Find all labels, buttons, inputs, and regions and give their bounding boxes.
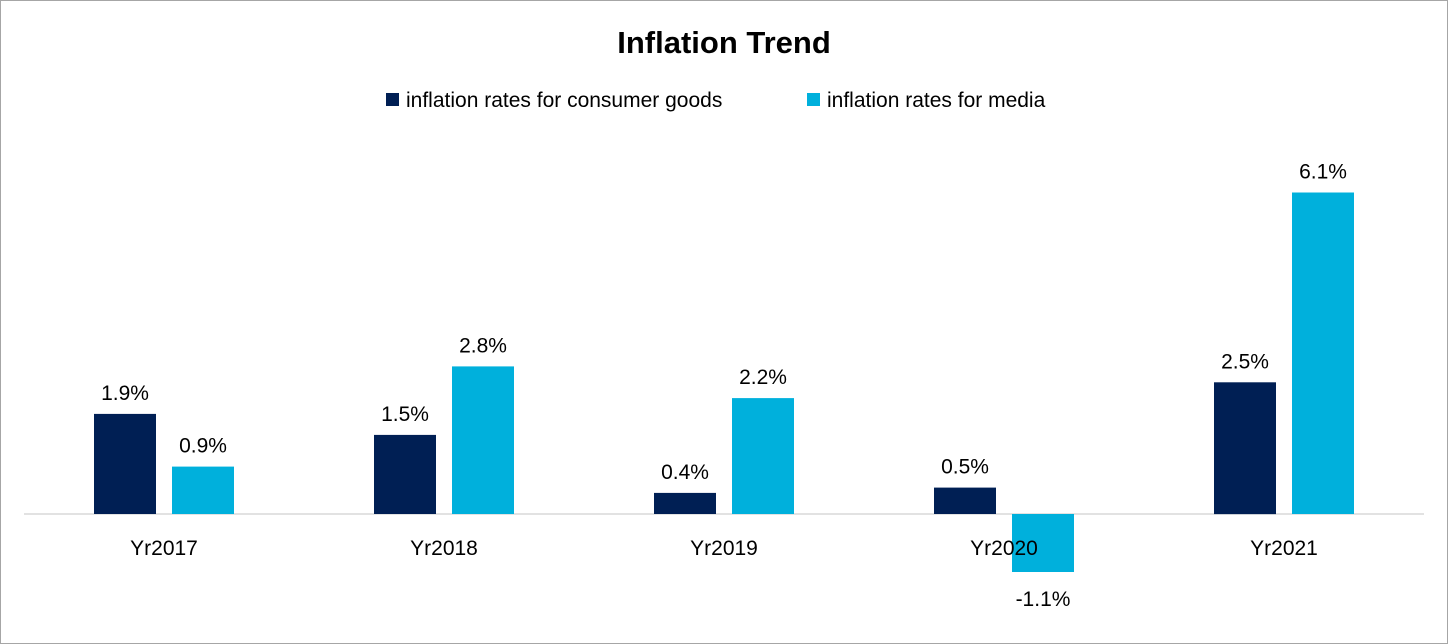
x-tick-label-yr2021: Yr2021 xyxy=(1250,537,1318,560)
plot-area: 1.9% 0.9% Yr2017 1.5% 2.8% Yr2018 0.4% 2.2% Yr20… xyxy=(24,161,1424,611)
legend-swatch-media xyxy=(807,93,820,106)
data-label-consumer-goods-yr2017: 1.9% xyxy=(101,382,149,405)
data-label-media-yr2019: 2.2% xyxy=(739,366,787,389)
bar-media-yr2019 xyxy=(732,398,794,514)
data-label-consumer-goods-yr2019: 0.4% xyxy=(661,461,709,484)
bar-media-yr2017 xyxy=(172,466,234,514)
data-label-consumer-goods-yr2021: 2.5% xyxy=(1221,350,1269,373)
bar-consumer-goods-yr2017 xyxy=(94,413,156,514)
x-tick-label-yr2018: Yr2018 xyxy=(410,537,478,560)
bar-consumer-goods-yr2021 xyxy=(1214,382,1276,515)
legend-swatch-consumer-goods xyxy=(386,93,399,106)
bar-media-yr2018 xyxy=(452,366,514,514)
x-tick-label-yr2020: Yr2020 xyxy=(970,537,1038,560)
bar-consumer-goods-yr2020 xyxy=(934,487,996,514)
bar-consumer-goods-yr2018 xyxy=(374,434,436,514)
bar-media-yr2020 xyxy=(1012,514,1074,572)
chart-title: Inflation Trend xyxy=(617,25,831,60)
legend: inflation rates for consumer goods infla… xyxy=(386,89,1046,112)
data-label-media-yr2021: 6.1% xyxy=(1299,161,1347,184)
data-label-media-yr2020: -1.1% xyxy=(1016,588,1071,611)
legend-label-consumer-goods: inflation rates for consumer goods xyxy=(406,89,722,112)
data-label-consumer-goods-yr2018: 1.5% xyxy=(381,403,429,426)
data-label-media-yr2017: 0.9% xyxy=(179,435,227,458)
data-label-media-yr2018: 2.8% xyxy=(459,334,507,357)
x-tick-label-yr2017: Yr2017 xyxy=(130,537,198,560)
data-label-consumer-goods-yr2020: 0.5% xyxy=(941,456,989,479)
legend-label-media: inflation rates for media xyxy=(827,89,1046,112)
bar-media-yr2021 xyxy=(1292,192,1354,514)
bar-consumer-goods-yr2019 xyxy=(654,492,716,514)
x-tick-label-yr2019: Yr2019 xyxy=(690,537,758,560)
